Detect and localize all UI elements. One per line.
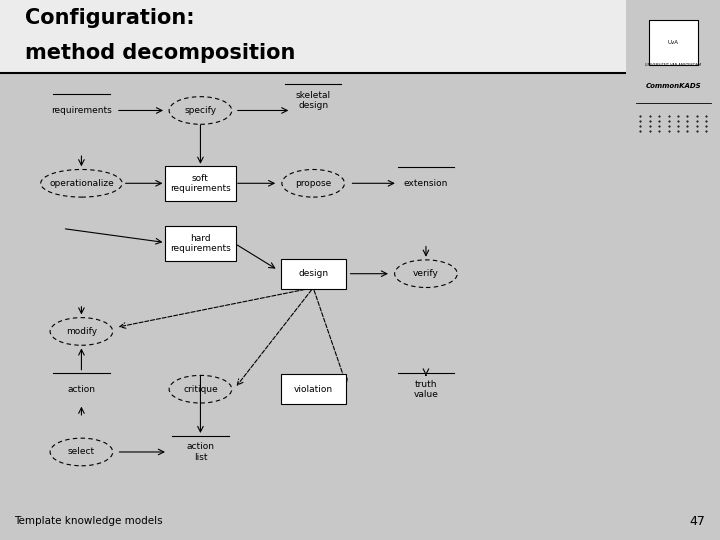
Text: action
list: action list: [186, 442, 215, 462]
Text: verify: verify: [413, 269, 439, 278]
Text: method decomposition: method decomposition: [25, 43, 295, 63]
Text: violation: violation: [294, 384, 333, 394]
Text: skeletal
design: skeletal design: [296, 91, 330, 110]
Text: UvA: UvA: [667, 40, 679, 45]
Text: modify: modify: [66, 327, 97, 336]
Text: specify: specify: [184, 106, 217, 115]
Text: Template knowledge models: Template knowledge models: [14, 516, 163, 526]
Text: extension: extension: [404, 179, 448, 188]
Text: operationalize: operationalize: [49, 179, 114, 188]
Text: design: design: [298, 269, 328, 278]
Text: propose: propose: [295, 179, 331, 188]
Text: hard
requirements: hard requirements: [170, 234, 231, 253]
FancyBboxPatch shape: [281, 259, 346, 288]
FancyBboxPatch shape: [649, 20, 698, 65]
FancyBboxPatch shape: [281, 374, 346, 404]
Text: soft
requirements: soft requirements: [170, 173, 231, 193]
FancyBboxPatch shape: [165, 166, 236, 201]
Text: UNIVERSITEIT VAN AMSTERDAM: UNIVERSITEIT VAN AMSTERDAM: [645, 63, 701, 67]
Text: action: action: [68, 384, 96, 394]
Text: 47: 47: [690, 515, 706, 528]
Text: critique: critique: [183, 384, 218, 394]
Text: CommonKADS: CommonKADS: [645, 83, 701, 89]
Text: requirements: requirements: [51, 106, 112, 115]
Bar: [0, 0, 626, 73]
FancyBboxPatch shape: [165, 226, 236, 261]
Text: truth
value: truth value: [413, 380, 438, 399]
Text: Configuration:: Configuration:: [25, 8, 194, 28]
Text: select: select: [68, 448, 95, 456]
